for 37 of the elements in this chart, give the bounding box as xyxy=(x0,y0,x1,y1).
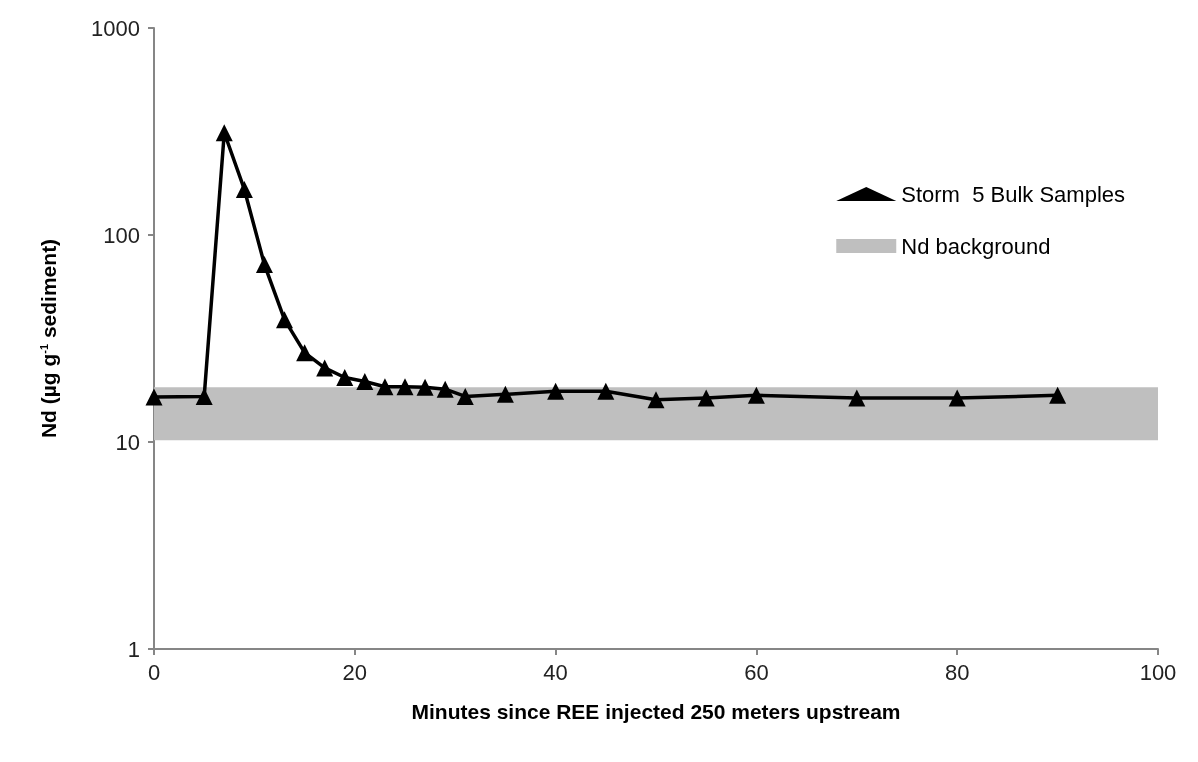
point xyxy=(647,391,665,409)
legend-label: Storm 5 Bulk Samples xyxy=(901,181,1125,207)
point xyxy=(296,344,314,362)
x-tick-label: 100 xyxy=(1139,659,1177,685)
x-axis-title: Minutes since REE injected 250 meters upstream xyxy=(411,700,901,723)
point xyxy=(747,386,765,404)
y-tick-label: 100 xyxy=(103,222,140,248)
point xyxy=(547,382,565,400)
x-tick-label: 80 xyxy=(944,659,970,685)
point xyxy=(848,389,866,407)
point xyxy=(436,380,454,398)
point xyxy=(597,382,615,400)
point xyxy=(376,378,394,396)
point xyxy=(948,389,966,407)
point xyxy=(215,124,233,142)
point xyxy=(396,378,414,396)
point xyxy=(336,368,354,386)
y-tick-label: 10 xyxy=(115,429,140,455)
point xyxy=(697,389,715,407)
y-tick-label: 1 xyxy=(127,636,140,662)
point xyxy=(456,387,474,405)
x-tick-label: 20 xyxy=(342,659,368,685)
legend-label: Nd background xyxy=(901,233,1051,259)
point xyxy=(356,373,374,390)
point xyxy=(235,180,253,198)
y-axis-title: Nd (µg g-1 sediment) xyxy=(37,238,60,439)
x-tick-label: 40 xyxy=(543,659,568,685)
x-tick-label: 60 xyxy=(744,659,769,685)
point xyxy=(255,256,273,274)
point xyxy=(496,385,514,403)
y-tick-label: 1000 xyxy=(91,15,140,41)
point xyxy=(316,359,334,377)
point xyxy=(276,311,294,329)
point xyxy=(145,388,163,406)
x-tick-label: 0 xyxy=(147,659,161,685)
point xyxy=(416,378,434,396)
point xyxy=(1049,386,1067,404)
